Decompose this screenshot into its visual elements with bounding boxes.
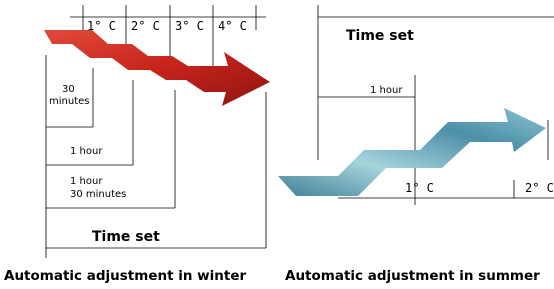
time-label: 1 hour [70,146,103,157]
temperature: 1° C [87,19,116,33]
caption: Automatic adjustment in summer [285,268,540,284]
time-label: 30 minutes [70,189,126,200]
winter-diagram: 1° C 2° C 3° C 4° C 30 minutes 1 hour 1 … [4,5,270,284]
time-label: 1 hour [70,176,103,187]
time-label: minutes [49,96,89,107]
time-label: 1 hour [370,85,403,96]
time-label: 30 [62,84,75,95]
temperature: 4° C [218,19,247,33]
temperature: 2° C [525,181,554,195]
temperature: 3° C [175,19,204,33]
time-set: Time set [92,229,160,245]
winter-arrow [44,30,270,106]
caption: Automatic adjustment in winter [4,268,246,284]
diagram: 1° C 2° C 3° C 4° C 30 minutes 1 hour 1 … [0,0,554,289]
temperature: 1° C [405,181,434,195]
summer-diagram: Time set 1 hour 1° C 2° C Automatic adju… [278,5,554,284]
time-set: Time set [346,28,414,44]
temperature: 2° C [131,19,160,33]
